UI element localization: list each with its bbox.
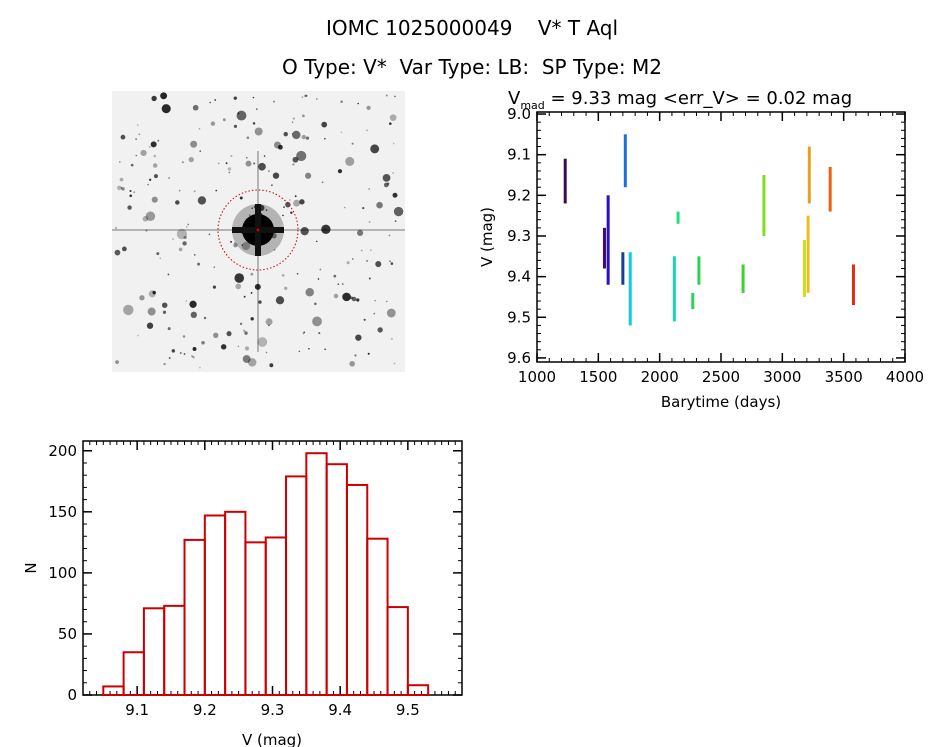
x-axis-label: Barytime (days): [661, 393, 781, 411]
histogram-bar: [325, 463, 348, 697]
data-point-cluster: [828, 166, 832, 212]
data-point-cluster: [806, 215, 810, 293]
y-tick-label: 9.0: [507, 105, 531, 123]
data-point-cluster: [563, 158, 567, 204]
data-point-cluster: [807, 146, 811, 204]
y-tick-label: 9.1: [507, 146, 531, 164]
y-tick-label: 9.5: [507, 308, 531, 326]
x-tick-label: 4000: [886, 368, 924, 386]
histogram-bar: [142, 607, 166, 697]
data-point-cluster: [672, 256, 676, 322]
histogram-bar: [386, 606, 409, 696]
data-point-cluster: [606, 195, 610, 285]
x-tick-label: 9.2: [193, 701, 217, 719]
x-tick-label: 1500: [579, 368, 617, 386]
x-tick-label: 9.5: [396, 701, 420, 719]
x-tick-label: 2500: [702, 368, 740, 386]
y-tick-label: 9.4: [507, 268, 531, 286]
x-axis-label: V (mag): [242, 731, 302, 747]
histogram-bar: [203, 514, 227, 696]
x-tick-label: 9.3: [261, 701, 285, 719]
x-tick-label: 2000: [641, 368, 679, 386]
y-tick-label: 200: [48, 442, 77, 460]
y-axis-label: V (mag): [478, 207, 496, 267]
x-tick-label: 3500: [825, 368, 863, 386]
histogram-bar: [102, 685, 125, 696]
data-point-cluster: [691, 292, 695, 310]
data-point-cluster: [628, 252, 632, 326]
chart-title: IOMC 1025000049 V* T Aql: [325, 16, 619, 40]
y-tick-label: 150: [48, 503, 77, 521]
data-point-cluster: [851, 264, 855, 306]
y-tick-label: 100: [48, 564, 77, 582]
y-tick-label: 0: [67, 686, 77, 704]
data-point-cluster: [762, 175, 766, 236]
histogram-bar: [305, 452, 328, 697]
y-tick-label: 50: [58, 625, 77, 643]
histogram-bar: [285, 475, 308, 696]
histogram-bar: [224, 510, 247, 697]
histogram-bar: [345, 483, 369, 697]
data-point-cluster: [621, 252, 625, 285]
histogram-bar: [366, 537, 389, 697]
chart-subtitle: O Type: V* Var Type: LB: SP Type: M2: [282, 55, 662, 79]
data-point-cluster: [623, 134, 627, 188]
histogram-bar: [163, 604, 186, 697]
histogram-bar: [264, 536, 288, 696]
histogram-bar: [406, 684, 430, 697]
histogram-bar: [183, 538, 206, 696]
x-tick-label: 9.1: [125, 701, 149, 719]
data-point-cluster: [602, 227, 606, 269]
x-tick-label: 9.4: [328, 701, 352, 719]
data-point-cluster: [741, 264, 745, 293]
histogram-bar: [122, 651, 145, 697]
x-tick-label: 3000: [763, 368, 801, 386]
y-axis-label: N: [22, 562, 40, 573]
x-tick-label: 1000: [518, 368, 556, 386]
light-curve-title: Vmad = 9.33 mag <err_V> = 0.02 mag: [508, 88, 852, 112]
data-point-cluster: [802, 240, 806, 297]
y-tick-label: 9.2: [507, 186, 531, 204]
histogram-bar: [244, 541, 267, 696]
data-point-cluster: [697, 256, 701, 285]
y-tick-label: 9.3: [507, 227, 531, 245]
plot-frame: [82, 440, 463, 696]
data-point-cluster: [676, 211, 680, 224]
y-tick-label: 9.6: [507, 349, 531, 367]
